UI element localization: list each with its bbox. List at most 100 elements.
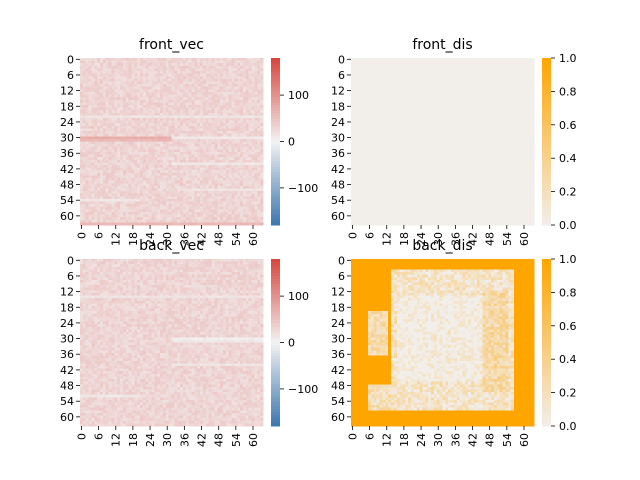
heatmap-cell — [499, 63, 503, 67]
heatmap-cell — [180, 206, 184, 210]
heatmap-cell — [168, 191, 172, 195]
heatmap-cell — [108, 99, 112, 103]
heatmap-cell — [117, 120, 121, 124]
heatmap-cell — [251, 128, 255, 132]
heatmap-cell — [160, 217, 164, 221]
heatmap-cell — [160, 91, 164, 95]
heatmap-cell — [128, 131, 132, 135]
heatmap-cell — [491, 76, 495, 80]
heatmap-cell — [202, 217, 207, 221]
heatmap-cell — [185, 201, 190, 205]
heatmap-cell — [200, 115, 204, 119]
heatmap-cell — [185, 144, 190, 148]
heatmap-cell — [519, 71, 523, 75]
heatmap-cell — [220, 112, 224, 116]
heatmap-cell — [240, 133, 244, 137]
heatmap-cell — [162, 217, 167, 221]
heatmap-cell — [154, 201, 158, 205]
heatmap-cell — [257, 118, 261, 122]
heatmap-cell — [214, 162, 218, 166]
heatmap-cell — [120, 198, 124, 202]
heatmap-cell — [242, 180, 247, 184]
heatmap-cell — [105, 180, 109, 184]
heatmap-cell — [108, 123, 112, 127]
heatmap-cell — [160, 94, 164, 98]
heatmap-cell — [214, 157, 218, 161]
heatmap-cell — [100, 120, 104, 124]
heatmap-cell — [425, 76, 429, 80]
heatmap-cell — [134, 123, 138, 127]
heatmap-cell — [108, 112, 112, 116]
heatmap-cell — [125, 175, 130, 179]
heatmap-cell — [231, 178, 235, 182]
heatmap-cell — [214, 120, 218, 124]
heatmap-cell — [174, 104, 178, 108]
heatmap-cell — [151, 193, 155, 197]
heatmap-cell — [105, 89, 109, 93]
heatmap-cell — [100, 157, 104, 161]
heatmap-cell — [257, 120, 261, 124]
heatmap-cell — [502, 76, 506, 80]
heatmap-cell — [511, 73, 515, 77]
heatmap-cell — [97, 196, 101, 200]
heatmap-cell — [108, 131, 112, 135]
heatmap-cell — [171, 63, 175, 67]
heatmap-cell — [462, 78, 466, 82]
heatmap-cell — [134, 164, 138, 168]
heatmap-cell — [142, 115, 147, 119]
heatmap-cell — [371, 78, 375, 82]
heatmap-cell — [177, 76, 181, 80]
heatmap-cell — [185, 76, 190, 80]
heatmap-cell — [197, 136, 201, 140]
heatmap-cell — [120, 191, 124, 195]
heatmap-cell — [351, 71, 355, 75]
heatmap-cell — [254, 206, 258, 210]
heatmap-cell — [194, 214, 198, 218]
heatmap-cell — [251, 209, 255, 213]
heatmap-cell — [228, 115, 232, 119]
heatmap-cell — [100, 144, 104, 148]
heatmap-cell — [165, 104, 170, 108]
heatmap-cell — [393, 86, 398, 90]
heatmap-cell — [182, 60, 187, 64]
heatmap-cell — [131, 110, 135, 114]
heatmap-cell — [168, 183, 172, 187]
heatmap-cell — [240, 131, 244, 135]
heatmap-cell — [248, 206, 252, 210]
heatmap-cell — [228, 217, 232, 221]
heatmap-cell — [482, 73, 486, 77]
heatmap-cell — [251, 159, 255, 163]
heatmap-cell — [114, 209, 118, 213]
heatmap-cell — [160, 68, 164, 72]
heatmap-cell — [519, 86, 523, 90]
heatmap-cell — [231, 185, 235, 189]
heatmap-cell — [391, 89, 395, 93]
heatmap-cell — [208, 219, 212, 223]
heatmap-cell — [211, 73, 215, 77]
heatmap-cell — [134, 138, 138, 142]
heatmap-cell — [128, 118, 132, 122]
heatmap-cell — [97, 123, 101, 127]
heatmap-cell — [260, 141, 264, 145]
heatmap-cell — [205, 154, 210, 158]
heatmap-cell — [519, 65, 523, 69]
heatmap-cell — [174, 151, 178, 155]
heatmap-cell — [396, 81, 401, 85]
heatmap-cell — [174, 94, 178, 98]
heatmap-cell — [94, 68, 98, 72]
heatmap-cell — [182, 128, 187, 132]
heatmap-cell — [208, 222, 212, 226]
heatmap-cell — [254, 86, 258, 90]
heatmap-cell — [351, 76, 355, 80]
heatmap-cell — [80, 65, 84, 69]
heatmap-cell — [151, 125, 155, 129]
heatmap-cell — [448, 78, 452, 82]
heatmap-cell — [197, 206, 201, 210]
heatmap-cell — [177, 115, 181, 119]
heatmap-cell — [214, 97, 218, 101]
heatmap-cell — [214, 99, 218, 103]
heatmap-cell — [177, 167, 181, 171]
heatmap-cell — [100, 104, 104, 108]
heatmap-cell — [171, 201, 175, 205]
heatmap-cell — [122, 58, 127, 62]
